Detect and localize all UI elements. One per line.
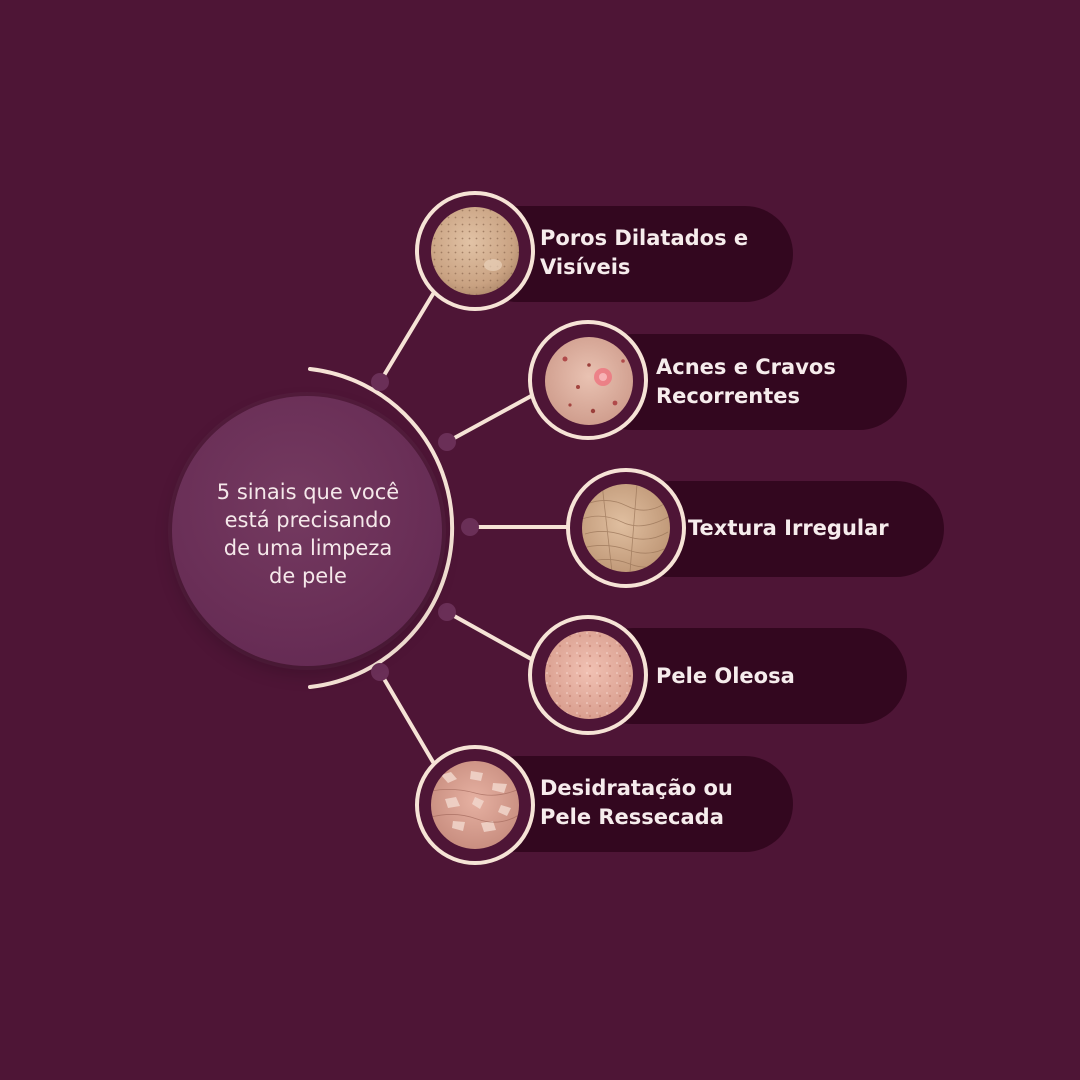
node-dot-4 — [438, 603, 456, 621]
item-label-2: Acnes e Cravos Recorrentes — [656, 355, 836, 408]
item-label-1: Poros Dilatados e Visíveis — [540, 226, 749, 279]
center-title: 5 sinais que você está precisando de uma… — [216, 480, 400, 588]
connector-line-4 — [445, 610, 535, 662]
item-label-4: Pele Oleosa — [656, 664, 795, 688]
skin-texture-image — [582, 484, 670, 572]
skin-oily-image — [545, 631, 633, 719]
node-dot-5 — [371, 663, 389, 681]
connector-line-2 — [445, 393, 535, 444]
connector-line-1 — [378, 292, 435, 384]
center-circle — [172, 396, 442, 666]
connector-line-5 — [378, 670, 435, 764]
skin-pores-image — [431, 207, 519, 295]
item-label-5: Desidratação ou Pele Ressecada — [540, 776, 733, 829]
node-dot-1 — [371, 373, 389, 391]
skin-dry-image — [431, 761, 519, 849]
item-label-3: Textura Irregular — [688, 516, 889, 540]
node-dot-3 — [461, 518, 479, 536]
skin-acne-image — [545, 337, 633, 425]
node-dot-2 — [438, 433, 456, 451]
